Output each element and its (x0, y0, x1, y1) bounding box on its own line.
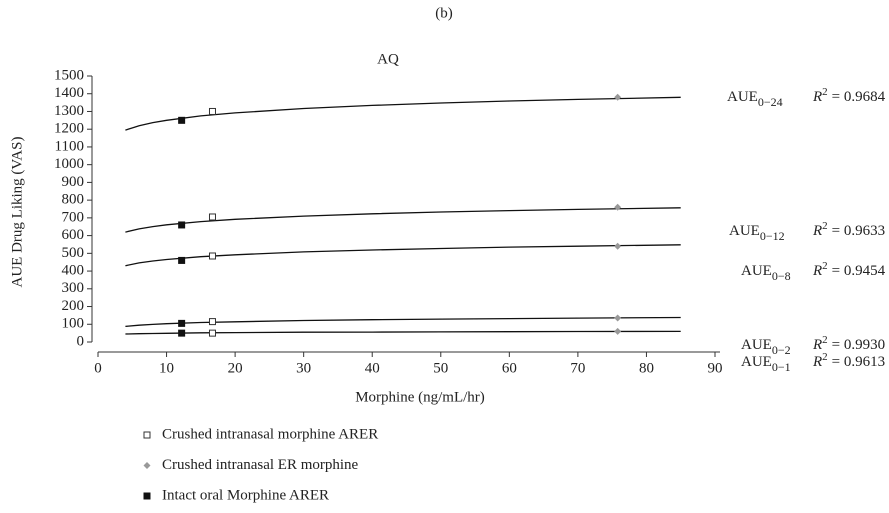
y-tick-label: 1400 (54, 85, 84, 101)
legend-marker (143, 462, 151, 469)
fit-label-subscript: 0−12 (760, 229, 785, 243)
marker-diamond (614, 314, 622, 322)
fit-label: AUE0−24 (727, 89, 783, 108)
marker-square (178, 116, 186, 124)
marker-square (208, 107, 216, 115)
y-tick-label: 300 (62, 280, 85, 296)
x-tick-label: 60 (502, 360, 517, 376)
r2-power: 2 (822, 260, 828, 272)
x-tick-label: 20 (228, 360, 243, 376)
fit-curve (125, 96, 681, 131)
y-tick-label: 500 (62, 245, 85, 261)
r2-value: = 0.9613 (832, 354, 885, 370)
fit-label: AUE0−8 (741, 263, 791, 282)
r2-label: R2 = 0.9684 (812, 86, 886, 106)
y-tick-label: 1200 (54, 121, 84, 137)
marker-square (208, 318, 216, 326)
x-tick-label: 80 (639, 360, 654, 376)
y-tick-label: 0 (77, 333, 85, 349)
fit-label-name: AUE (741, 337, 772, 353)
legend-marker (143, 492, 151, 500)
x-tick-label: 40 (365, 360, 380, 376)
r2-symbol: R (812, 263, 822, 279)
fit-curve (125, 244, 681, 267)
chart-title: AQ (377, 51, 399, 67)
fit-label: AUE0−12 (729, 223, 785, 242)
fit-curve (125, 207, 681, 233)
r2-value: = 0.9930 (832, 337, 885, 353)
fit-label-subscript: 0−2 (772, 343, 791, 357)
r2-value: = 0.9633 (832, 223, 885, 239)
y-tick-label: 200 (62, 298, 85, 314)
marker-square (178, 256, 186, 264)
panel-label: (b) (435, 5, 453, 21)
r2-label: R2 = 0.9454 (812, 260, 886, 280)
marker-diamond (614, 242, 622, 250)
y-tick-label: 1500 (54, 67, 84, 83)
y-tick-label: 400 (62, 263, 85, 279)
legend-label: Crushed intranasal ER morphine (162, 457, 359, 473)
x-tick-label: 30 (296, 360, 311, 376)
r2-label: R2 = 0.9930 (812, 334, 885, 354)
fit-label-name: AUE (741, 263, 772, 279)
fit-label-name: AUE (727, 89, 758, 105)
fit-label-subscript: 0−24 (758, 95, 783, 109)
x-axis-label: Morphine (ng/mL/hr) (355, 389, 485, 405)
r2-power: 2 (822, 220, 828, 232)
legend-label: Crushed intranasal morphine ARER (162, 426, 378, 442)
fit-label-name: AUE (741, 354, 772, 370)
legend-marker (143, 431, 151, 439)
y-tick-label: 100 (62, 316, 85, 332)
marker-diamond (614, 327, 622, 335)
x-tick-label: 70 (570, 360, 585, 376)
marker-square (208, 252, 216, 260)
legend-label: Intact oral Morphine ARER (162, 487, 329, 503)
marker-square (178, 319, 186, 327)
fit-label-subscript: 0−1 (772, 360, 791, 374)
x-tick-label: 0 (94, 360, 102, 376)
x-tick-label: 90 (708, 360, 723, 376)
x-tick-label: 50 (433, 360, 448, 376)
r2-label: R2 = 0.9613 (812, 351, 885, 371)
r2-power: 2 (822, 351, 828, 363)
fit-curve (125, 316, 681, 328)
r2-power: 2 (822, 334, 828, 346)
r2-value: = 0.9684 (832, 89, 886, 105)
y-tick-label: 1000 (54, 156, 84, 172)
r2-symbol: R (812, 223, 822, 239)
marker-square (208, 329, 216, 337)
fit-label: AUE0−1 (741, 354, 791, 373)
r2-symbol: R (812, 89, 822, 105)
y-axis-label: AUE Drug Liking (VAS) (9, 137, 25, 288)
y-tick-label: 1100 (55, 138, 84, 154)
y-tick-label: 700 (62, 209, 85, 225)
y-tick-label: 600 (62, 227, 85, 243)
fit-curve (125, 330, 681, 335)
y-tick-label: 1300 (54, 103, 84, 119)
y-tick-label: 800 (62, 192, 85, 208)
marker-diamond (614, 93, 622, 101)
r2-power: 2 (822, 86, 828, 98)
fit-label-name: AUE (729, 223, 760, 239)
marker-square (178, 221, 186, 229)
marker-square (208, 213, 216, 221)
marker-square (178, 329, 186, 337)
r2-value: = 0.9454 (832, 263, 886, 279)
x-tick-label: 10 (159, 360, 174, 376)
r2-symbol: R (812, 354, 822, 370)
r2-label: R2 = 0.9633 (812, 220, 885, 240)
marker-diamond (614, 203, 622, 211)
y-tick-label: 900 (62, 174, 85, 190)
fit-label: AUE0−2 (741, 337, 791, 356)
fit-label-subscript: 0−8 (772, 269, 791, 283)
r2-symbol: R (812, 337, 822, 353)
